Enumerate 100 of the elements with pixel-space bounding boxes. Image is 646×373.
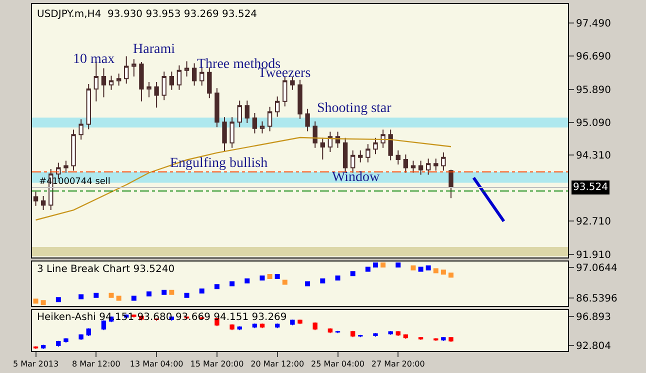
- point: [282, 280, 288, 285]
- y-tick-label: 86.5396: [576, 294, 618, 305]
- candlestick: [410, 160, 416, 174]
- candlestick: [116, 73, 122, 86]
- y-tick-label: 96.893: [576, 312, 611, 323]
- point: [56, 297, 61, 302]
- point: [78, 294, 84, 300]
- point: [94, 292, 99, 298]
- candlestick: [252, 112, 258, 134]
- candlestick: [267, 106, 272, 132]
- x-tick-label: 25 Mar 04:00: [311, 360, 364, 369]
- candlestick: [244, 100, 250, 124]
- candlestick: [320, 137, 325, 160]
- y-tick-label: 97.490: [576, 18, 611, 30]
- candlestick: [366, 144, 370, 163]
- point: [199, 288, 204, 294]
- y-tick-label: 94.310: [576, 150, 611, 162]
- candlestick: [192, 62, 197, 86]
- candlestick: [230, 116, 234, 148]
- point: [440, 270, 446, 275]
- candlestick: [448, 336, 454, 342]
- candlestick: [162, 71, 166, 101]
- candlestick: [169, 71, 174, 90]
- candlestick: [33, 346, 38, 350]
- x-tick-label: 15 Mar 20:00: [190, 360, 244, 369]
- candlestick: [40, 195, 46, 211]
- candlestick: [358, 150, 363, 163]
- candlestick: [230, 324, 234, 331]
- candlestick: [200, 66, 204, 86]
- point: [108, 292, 114, 298]
- candlestick: [78, 118, 84, 140]
- point: [433, 268, 438, 274]
- candlestick: [441, 336, 446, 342]
- candlestick: [418, 336, 424, 340]
- candlestick: [154, 81, 159, 108]
- point: [214, 284, 220, 290]
- candlestick: [418, 160, 424, 176]
- candlestick: [441, 152, 446, 172]
- candlestick: [64, 160, 68, 174]
- candlestick: [312, 120, 318, 148]
- point: [116, 296, 122, 301]
- y-tick-label: 97.0644: [576, 263, 618, 274]
- candlestick: [396, 330, 400, 336]
- candlestick: [448, 169, 454, 199]
- point: [260, 275, 265, 280]
- candlestick: [124, 56, 129, 84]
- candlestick: [388, 129, 393, 161]
- point: [426, 265, 431, 270]
- point: [40, 300, 46, 306]
- candlestick: [252, 323, 258, 329]
- point: [335, 275, 340, 280]
- point: [169, 290, 174, 295]
- candlestick: [275, 96, 280, 118]
- x-tick-label: 13 Mar 04:00: [130, 360, 184, 369]
- candlestick: [305, 108, 310, 132]
- candlestick: [207, 66, 212, 99]
- candlestick: [86, 84, 91, 130]
- candlestick: [139, 62, 144, 102]
- candlestick: [132, 58, 136, 78]
- candlestick: [388, 330, 393, 336]
- candlestick: [396, 150, 400, 165]
- x-tick-label: 27 Mar 20:00: [371, 360, 425, 369]
- candlestick: [260, 120, 265, 134]
- candlestick: [290, 76, 295, 90]
- candlestick: [373, 332, 378, 338]
- candlestick: [176, 64, 182, 90]
- point: [410, 265, 416, 270]
- x-tick-label: 20 Mar 12:00: [250, 360, 304, 369]
- candlestick: [403, 154, 408, 174]
- point: [131, 296, 136, 301]
- candlestick: [56, 340, 61, 348]
- annotation: 10 max: [73, 52, 115, 67]
- band-label: Window: [332, 170, 381, 185]
- y-tick-label: 92.710: [576, 216, 611, 228]
- band-label: Shooting star: [317, 101, 392, 116]
- x-tick-label: 5 Mar 2013: [12, 360, 59, 369]
- y-tick-label: 95.890: [576, 84, 611, 96]
- candlestick: [71, 129, 76, 172]
- point: [448, 272, 454, 278]
- candlestick: [298, 319, 302, 325]
- candlestick: [64, 338, 68, 344]
- text: USDJPY.m,H4 93.930 93.953 93.269 93.524: [37, 9, 258, 20]
- candlestick: [275, 323, 280, 329]
- chart-title: 3 Line Break Chart 93.5240: [37, 264, 175, 275]
- point: [320, 278, 326, 284]
- candlestick: [350, 330, 356, 338]
- candlestick: [108, 75, 114, 90]
- point: [162, 290, 167, 295]
- point: [380, 262, 386, 268]
- candlestick: [184, 60, 190, 78]
- candlestick: [78, 334, 84, 340]
- point: [230, 281, 235, 286]
- candlestick: [380, 129, 386, 148]
- y-tick-label: 91.910: [576, 250, 611, 261]
- candlestick: [373, 137, 378, 155]
- point: [305, 281, 310, 286]
- candlestick: [312, 322, 318, 331]
- point: [267, 274, 272, 280]
- candlestick: [33, 191, 38, 206]
- candlestick: [434, 158, 438, 172]
